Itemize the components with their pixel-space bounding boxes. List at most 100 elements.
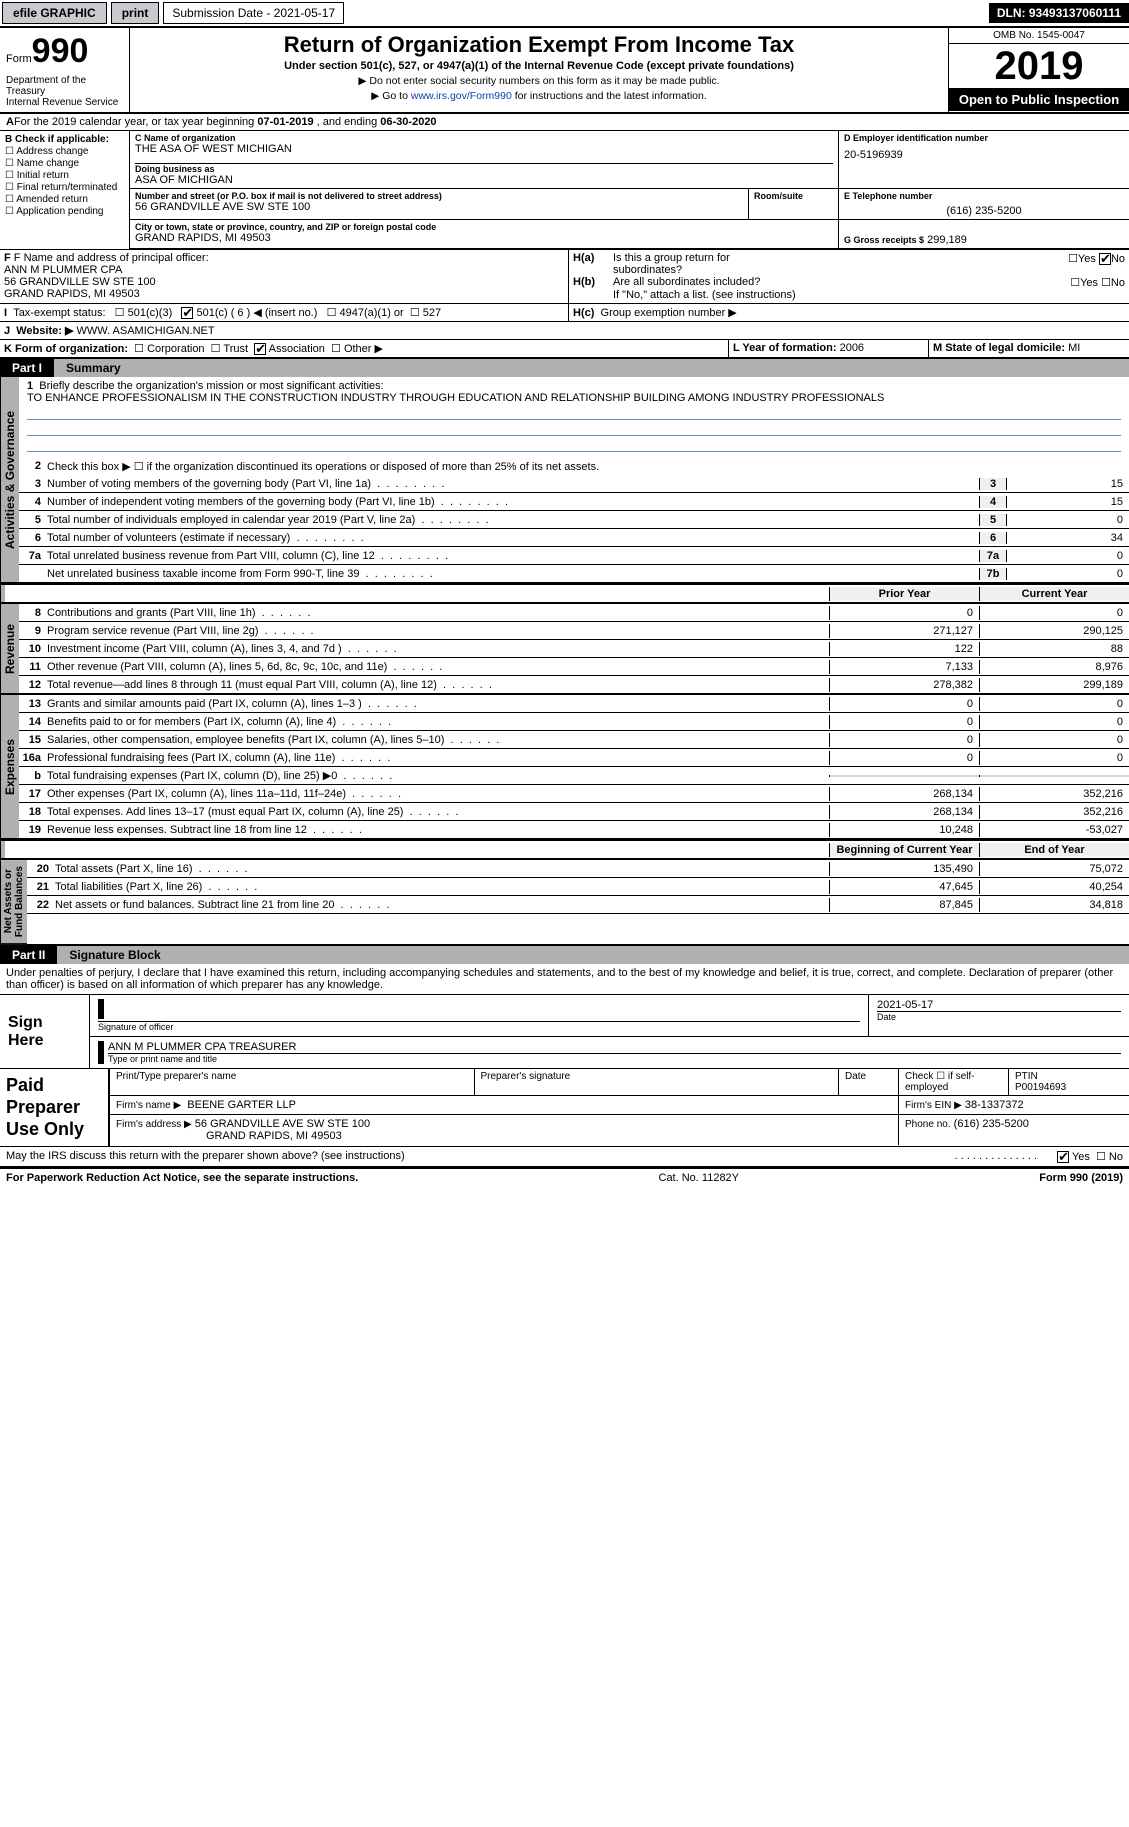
- form-title: Return of Organization Exempt From Incom…: [138, 32, 940, 58]
- section-a: AFor the 2019 calendar year, or tax year…: [0, 114, 1129, 131]
- part-1-header: Part ISummary: [0, 359, 1129, 377]
- box-bcde-row: B Check if applicable: ☐ Address change …: [0, 131, 1129, 250]
- box-klm-row: K Form of organization: ☐ Corporation ☐ …: [0, 340, 1129, 359]
- gross-receipts: 299,189: [927, 234, 967, 246]
- sign-here-label: Sign Here: [0, 995, 90, 1068]
- org-city: GRAND RAPIDS, MI 49503: [135, 232, 833, 244]
- box-e-label: E Telephone number: [844, 191, 1124, 201]
- officer-name-title: ANN M PLUMMER CPA TREASURER: [108, 1041, 1121, 1053]
- officer-name: ANN M PLUMMER CPA: [4, 264, 564, 276]
- vtab-netassets: Net Assets or Fund Balances: [0, 860, 27, 944]
- sig-date: 2021-05-17: [877, 999, 1121, 1011]
- irs-link[interactable]: www.irs.gov/Form990: [411, 90, 512, 102]
- paid-preparer-label: Paid Preparer Use Only: [0, 1069, 110, 1146]
- firm-name: BEENE GARTER LLP: [187, 1099, 296, 1111]
- org-street: 56 GRANDVILLE AVE SW STE 100: [135, 201, 743, 213]
- col-prior-year: Prior Year: [829, 587, 979, 601]
- summary-line: 9Program service revenue (Part VIII, lin…: [19, 622, 1129, 640]
- cat-no: Cat. No. 11282Y: [659, 1172, 740, 1184]
- vtab-expenses: Expenses: [0, 695, 19, 839]
- form-number: 990: [32, 32, 89, 70]
- summary-line: 21Total liabilities (Part X, line 26) . …: [27, 878, 1129, 896]
- summary-line: 6Total number of volunteers (estimate if…: [19, 529, 1129, 547]
- efile-btn[interactable]: efile GRAPHIC: [2, 2, 107, 24]
- net-section: Net Assets or Fund Balances 20Total asse…: [0, 860, 1129, 946]
- open-public: Open to Public Inspection: [949, 88, 1129, 111]
- rev-section: Revenue 8Contributions and grants (Part …: [0, 604, 1129, 695]
- summary-line: 12Total revenue—add lines 8 through 11 (…: [19, 676, 1129, 694]
- domicile: MI: [1068, 342, 1080, 354]
- summary-line: Net unrelated business taxable income fr…: [19, 565, 1129, 583]
- col-end-year: End of Year: [979, 843, 1129, 857]
- summary-line: 19Revenue less expenses. Subtract line 1…: [19, 821, 1129, 839]
- year-formation: 2006: [840, 342, 864, 354]
- dln: DLN: 93493137060111: [989, 3, 1129, 23]
- form-header: Form990 Department of the Treasury Inter…: [0, 28, 1129, 114]
- mission-text: TO ENHANCE PROFESSIONALISM IN THE CONSTR…: [27, 392, 884, 404]
- ein: 20-5196939: [844, 149, 1124, 161]
- col-current-year: Current Year: [979, 587, 1129, 601]
- chk-name-change[interactable]: ☐ Name change: [5, 158, 124, 169]
- submission-date: Submission Date - 2021-05-17: [163, 2, 344, 24]
- form-word: Form: [6, 53, 32, 65]
- phone: (616) 235-5200: [844, 205, 1124, 217]
- summary-line: 17Other expenses (Part IX, column (A), l…: [19, 785, 1129, 803]
- line-2: 2Check this box ▶ ☐ if the organization …: [19, 457, 1129, 475]
- firm-ein: 38-1337372: [965, 1099, 1024, 1111]
- summary-line: 13Grants and similar amounts paid (Part …: [19, 695, 1129, 713]
- dba-name: ASA OF MICHIGAN: [135, 174, 833, 186]
- top-toolbar: efile GRAPHIC print Submission Date - 20…: [0, 0, 1129, 28]
- box-b: B Check if applicable: ☐ Address change …: [0, 131, 130, 249]
- paperwork-notice: For Paperwork Reduction Act Notice, see …: [6, 1172, 358, 1184]
- box-j-row: J Website: ▶ WWW. ASAMICHIGAN.NET: [0, 322, 1129, 340]
- discuss-row: May the IRS discuss this return with the…: [0, 1147, 1129, 1167]
- summary-line: 10Investment income (Part VIII, column (…: [19, 640, 1129, 658]
- chk-app-pending[interactable]: ☐ Application pending: [5, 206, 124, 217]
- ptin: P00194693: [1015, 1082, 1066, 1093]
- summary-line: 5Total number of individuals employed in…: [19, 511, 1129, 529]
- chk-final[interactable]: ☐ Final return/terminated: [5, 182, 124, 193]
- chk-addr-change[interactable]: ☐ Address change: [5, 146, 124, 157]
- summary-line: 11Other revenue (Part VIII, column (A), …: [19, 658, 1129, 676]
- tax-year: 2019: [949, 44, 1129, 88]
- summary-line: 16aProfessional fundraising fees (Part I…: [19, 749, 1129, 767]
- chk-initial[interactable]: ☐ Initial return: [5, 170, 124, 181]
- box-i-row: I Tax-exempt status: ☐ 501(c)(3) 501(c) …: [0, 304, 1129, 322]
- vtab-governance: Activities & Governance: [0, 377, 19, 583]
- omb-number: OMB No. 1545-0047: [949, 28, 1129, 44]
- exp-section: Expenses 13Grants and similar amounts pa…: [0, 695, 1129, 840]
- box-c-label: C Name of organization: [135, 133, 833, 143]
- separator-b: Prior YearCurrent Year: [0, 584, 1129, 604]
- summary-line: 8Contributions and grants (Part VIII, li…: [19, 604, 1129, 622]
- declaration: Under penalties of perjury, I declare th…: [0, 964, 1129, 994]
- vtab-revenue: Revenue: [0, 604, 19, 694]
- page-footer: For Paperwork Reduction Act Notice, see …: [0, 1167, 1129, 1187]
- summary-line: 4Number of independent voting members of…: [19, 493, 1129, 511]
- line-1: 1 Briefly describe the organization's mi…: [19, 377, 1129, 457]
- org-name: THE ASA OF WEST MICHIGAN: [135, 143, 833, 155]
- box-d-label: D Employer identification number: [844, 133, 1124, 143]
- box-g-label: G Gross receipts $: [844, 235, 924, 245]
- summary-line: 3Number of voting members of the governi…: [19, 475, 1129, 493]
- firm-phone: (616) 235-5200: [954, 1118, 1029, 1130]
- print-btn[interactable]: print: [111, 2, 160, 24]
- summary-line: 18Total expenses. Add lines 13–17 (must …: [19, 803, 1129, 821]
- summary-line: 22Net assets or fund balances. Subtract …: [27, 896, 1129, 914]
- separator-net: Beginning of Current YearEnd of Year: [0, 840, 1129, 860]
- form-note2: ▶ Go to www.irs.gov/Form990 for instruct…: [138, 90, 940, 102]
- part-2-header: Part IISignature Block: [0, 946, 1129, 964]
- summary-line: 15Salaries, other compensation, employee…: [19, 731, 1129, 749]
- chk-amended[interactable]: ☐ Amended return: [5, 194, 124, 205]
- summary-line: 14Benefits paid to or for members (Part …: [19, 713, 1129, 731]
- col-beg-year: Beginning of Current Year: [829, 843, 979, 857]
- sig-officer-label: Signature of officer: [98, 1021, 860, 1032]
- firm-addr: 56 GRANDVILLE AVE SW STE 100: [195, 1118, 370, 1130]
- website[interactable]: WWW. ASAMICHIGAN.NET: [76, 325, 214, 337]
- box-fh-row: F F Name and address of principal office…: [0, 250, 1129, 304]
- form-note1: ▶ Do not enter social security numbers o…: [138, 75, 940, 87]
- summary-line: 20Total assets (Part X, line 16) . . . .…: [27, 860, 1129, 878]
- form-subtitle: Under section 501(c), 527, or 4947(a)(1)…: [138, 60, 940, 72]
- summary-line: 7aTotal unrelated business revenue from …: [19, 547, 1129, 565]
- gov-section: Activities & Governance 1 Briefly descri…: [0, 377, 1129, 584]
- dept-label: Department of the Treasury Internal Reve…: [6, 75, 123, 108]
